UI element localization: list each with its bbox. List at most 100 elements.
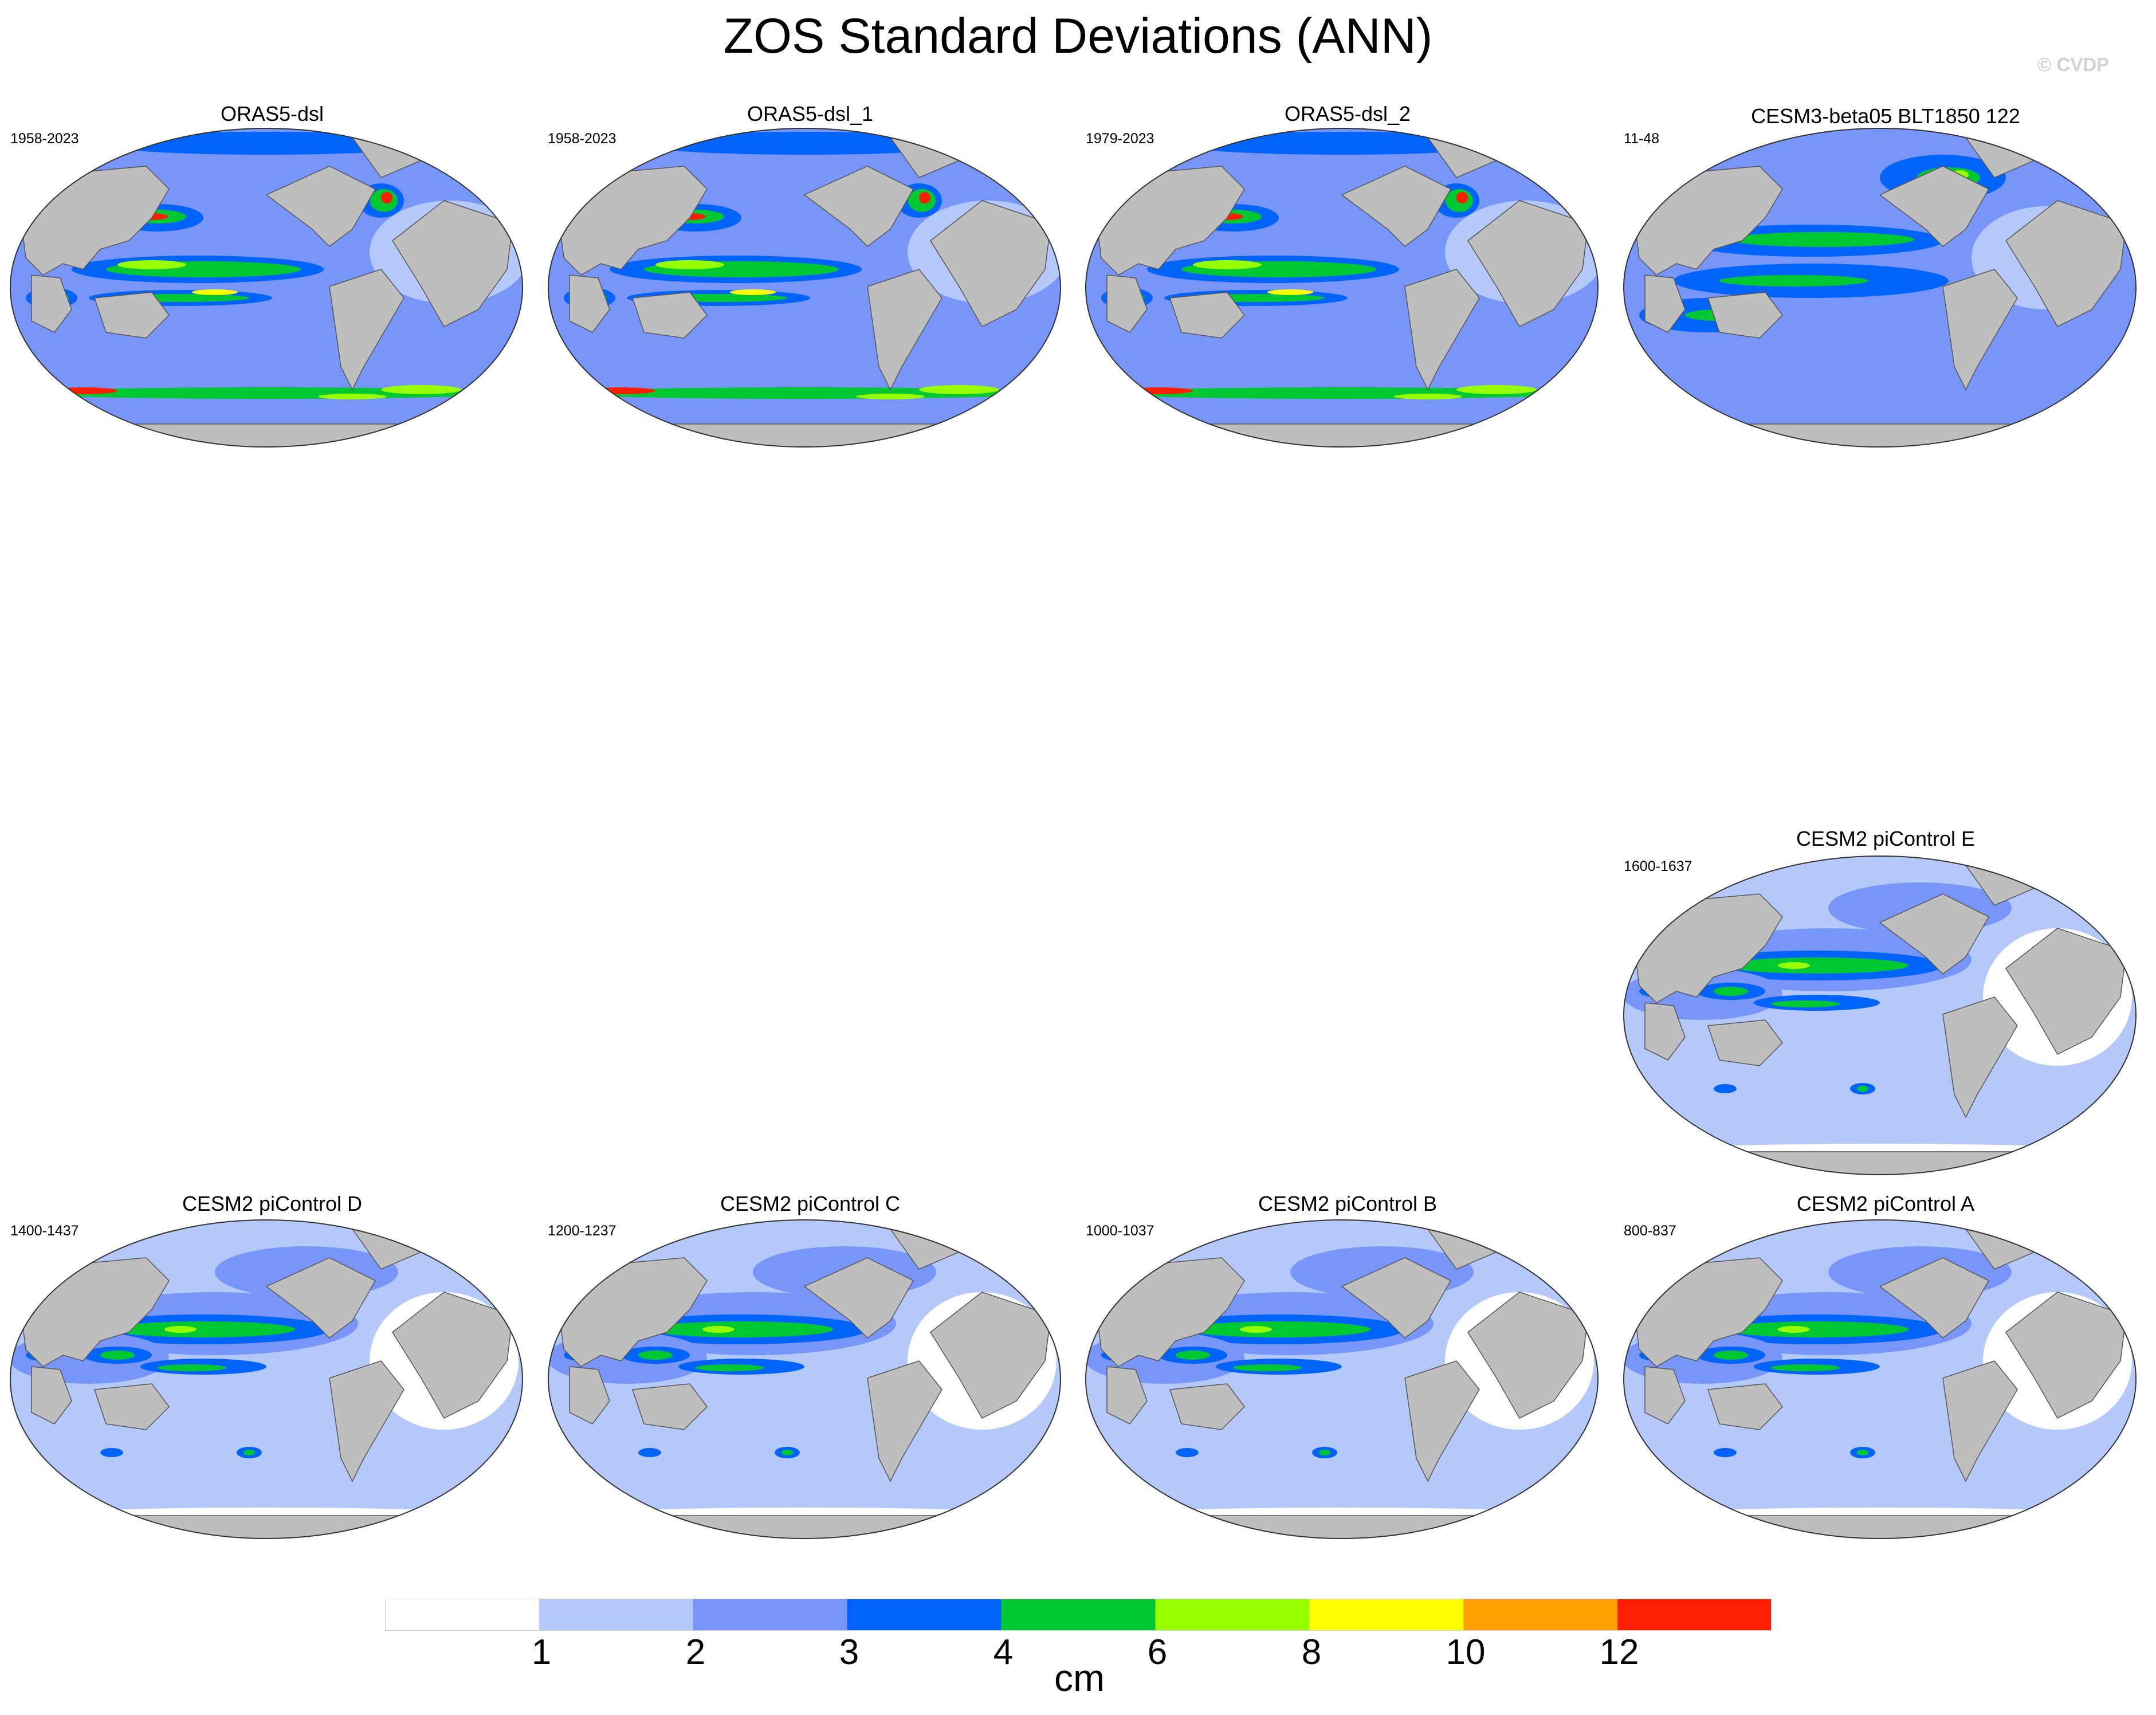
landmass (548, 1515, 1061, 1539)
landmass (1644, 274, 1686, 333)
colorbar-label: 3 (839, 1632, 859, 1672)
map-outline (548, 128, 1061, 448)
landmass (1341, 1257, 1452, 1339)
landmass (548, 423, 1061, 447)
map-cesm2-picontrol-e (1623, 855, 2137, 1175)
colorbar-label: 4 (993, 1632, 1014, 1672)
colorbar-label: 8 (1301, 1632, 1322, 1672)
map-outline (10, 128, 523, 448)
colorbar (385, 1599, 1772, 1631)
landmass (1879, 166, 1990, 247)
landmass (93, 292, 170, 339)
landmass (1169, 1383, 1245, 1430)
landmass (1707, 1019, 1783, 1066)
landmass (265, 166, 376, 247)
panel-years-oras5-dsl-1: 1958-2023 (548, 131, 616, 147)
landmass (631, 292, 708, 339)
colorbar-label: 2 (685, 1632, 706, 1672)
panel-years-cesm2-picontrol-c: 1200-1237 (548, 1223, 616, 1239)
landmass (10, 423, 523, 447)
landmass (1644, 1002, 1686, 1061)
panel-years-oras5-dsl: 1958-2023 (10, 131, 79, 147)
landmass (930, 200, 1051, 327)
panel-years-cesm2-picontrol-a: 800-837 (1624, 1223, 1676, 1239)
landmass (867, 1360, 942, 1482)
panel-title-cesm2-picontrol-a: CESM2 piControl A (1796, 1192, 1975, 1215)
colorbar-swatch (539, 1599, 694, 1631)
landmass (1942, 269, 2018, 391)
landmass (803, 1257, 914, 1339)
landmass (1106, 1366, 1148, 1424)
colorbar-label: 1 (531, 1632, 552, 1672)
colorbar-swatch (1617, 1599, 1772, 1631)
landmass (631, 1383, 708, 1430)
panel-title-cesm2-picontrol-e: CESM2 piControl E (1796, 827, 1976, 850)
panel-title-oras5-dsl: ORAS5-dsl (220, 102, 324, 125)
landmass (1624, 1515, 2136, 1539)
landmass (1879, 893, 1990, 975)
landmass (329, 269, 405, 391)
map-cesm3-beta05 (1623, 128, 2137, 448)
landmass (1404, 1360, 1480, 1482)
landmass (1707, 292, 1783, 339)
map-oras5-dsl-2 (1085, 128, 1599, 448)
landmass (2005, 200, 2127, 327)
landmass (31, 1366, 72, 1424)
landmass (1106, 274, 1148, 333)
colorbar-units: cm (1054, 1657, 1105, 1699)
landmass (1879, 1257, 1990, 1339)
colorbar-swatch (1001, 1599, 1156, 1631)
map-outline (1623, 1219, 2137, 1539)
landmass (1086, 1515, 1598, 1539)
landmass (31, 274, 72, 333)
panel-title-cesm2-picontrol-b: CESM2 piControl B (1258, 1192, 1438, 1215)
map-outline (1623, 855, 2137, 1175)
landmass (1467, 200, 1589, 327)
map-cesm2-picontrol-a (1623, 1219, 2137, 1539)
map-cesm2-picontrol-b (1085, 1219, 1599, 1539)
panel-years-cesm2-picontrol-d: 1400-1437 (10, 1223, 79, 1239)
panel-title-cesm2-picontrol-c: CESM2 piControl C (720, 1192, 901, 1215)
colorbar-label: 10 (1446, 1632, 1486, 1672)
map-oras5-dsl (10, 128, 523, 448)
landmass (10, 1515, 523, 1539)
landmass (930, 1292, 1051, 1419)
panel-title-cesm3-beta05: CESM3-beta05 BLT1850 122 (1751, 104, 2020, 128)
landmass (1942, 996, 2018, 1119)
map-outline (1085, 1219, 1599, 1539)
landmass (93, 1383, 170, 1430)
landmass (1624, 423, 2136, 447)
panel-years-cesm3-beta05: 11-48 (1624, 131, 1660, 147)
landmass (1624, 1151, 2136, 1175)
colorbar-swatch (1309, 1599, 1464, 1631)
colorbar-swatch (1463, 1599, 1618, 1631)
colorbar-label: 12 (1599, 1632, 1639, 1672)
map-outline (10, 1219, 523, 1539)
landmass (1404, 269, 1480, 391)
landmass (569, 1366, 610, 1424)
landmass (1942, 1360, 2018, 1482)
panel-years-cesm2-picontrol-b: 1000-1037 (1086, 1223, 1154, 1239)
landmass (1644, 1366, 1686, 1424)
map-oras5-dsl-1 (548, 128, 1061, 448)
landmass (265, 1257, 376, 1339)
colorbar-swatch (847, 1599, 1002, 1631)
panel-title-oras5-dsl-2: ORAS5-dsl_2 (1284, 102, 1411, 125)
map-outline (1085, 128, 1599, 448)
landmass (392, 200, 513, 327)
map-outline (548, 1219, 1061, 1539)
landmass (569, 274, 610, 333)
copyright-watermark: © CVDP (2037, 54, 2110, 75)
map-cesm2-picontrol-d (10, 1219, 523, 1539)
landmass (392, 1292, 513, 1419)
landmass (2005, 1292, 2127, 1419)
landmass (1467, 1292, 1589, 1419)
panel-years-oras5-dsl-2: 1979-2023 (1086, 131, 1154, 147)
colorbar-swatch (385, 1599, 540, 1631)
map-cesm2-picontrol-c (548, 1219, 1061, 1539)
colorbar-swatch (693, 1599, 848, 1631)
panel-title-oras5-dsl-1: ORAS5-dsl_1 (747, 102, 874, 125)
landmass (1169, 292, 1245, 339)
figure-title: ZOS Standard Deviations (ANN) (723, 9, 1433, 64)
landmass (1086, 423, 1598, 447)
